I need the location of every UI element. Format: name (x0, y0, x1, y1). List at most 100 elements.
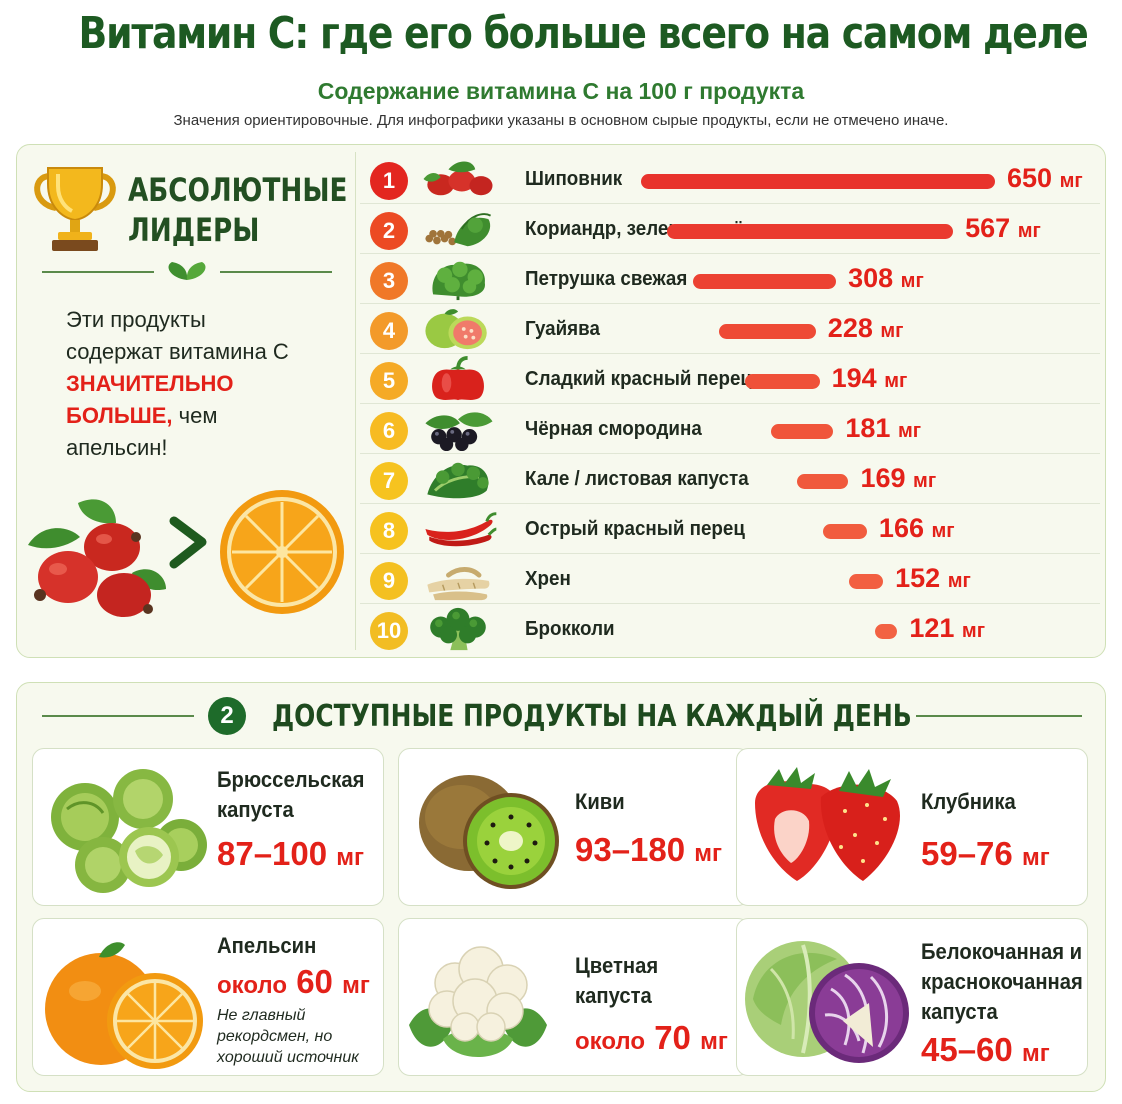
chili-icon (425, 512, 497, 547)
card-name-line3: капуста (921, 999, 998, 1024)
rank-number: 7 (370, 462, 408, 500)
rank-name: Шиповник (525, 168, 623, 190)
red-pepper-icon (432, 356, 484, 401)
rank-row: 7 Кале / листовая капуста 169 мг (360, 454, 1100, 504)
rank-value-number: 567 (965, 213, 1011, 243)
horseradish-icon (427, 567, 490, 601)
card-kiwi: Киви 93–180 мг (398, 748, 750, 906)
kale-icon (427, 462, 489, 499)
rank-value: 121 мг (909, 613, 985, 644)
rank-row: 10 Брокколи 121 мг (360, 604, 1100, 654)
rank-value-unit: мг (900, 270, 924, 292)
card-value-unit: мг (1021, 844, 1050, 871)
card-cauliflower: Цветная капуста около 70 мг (398, 918, 750, 1076)
card-note-line1: Не главный (217, 1007, 306, 1024)
card-value: около 70 мг (575, 1019, 728, 1057)
rank-row: 5 Сладкий красный перец 194 мг (360, 354, 1100, 404)
leaders-title-line1: АБСОЛЮТНЫЕ (128, 171, 348, 209)
rank-number: 10 (370, 612, 408, 650)
card-name-line2: капуста (217, 797, 294, 822)
card-value-number: 60 (296, 963, 333, 1000)
rank-name: Острый красный перец (525, 518, 745, 540)
trophy-icon (34, 167, 116, 251)
card-name: Апельсин (217, 933, 317, 958)
rosehip-icon (28, 499, 166, 617)
rank-value-unit: мг (884, 370, 908, 392)
card-value-number: 70 (654, 1019, 691, 1056)
rank-value: 650 мг (1007, 163, 1083, 194)
rank-value-number: 194 (831, 363, 877, 393)
card-value-prefix: около (217, 972, 288, 999)
rank-value: 567 мг (965, 213, 1041, 244)
rank-name: Чёрная смородина (525, 418, 702, 440)
card-name-line1: Брюссельская (217, 767, 365, 792)
rank-value-number: 181 (845, 413, 891, 443)
card-cabbage: Белокочанная и краснокочанная капуста 45… (736, 918, 1088, 1076)
rank-row: 4 Гуайява 228 мг (360, 304, 1100, 354)
rank-number: 6 (370, 412, 408, 450)
page-note: Значения ориентировочные. Для инфографик… (173, 112, 949, 129)
rank-name: Гуайява (525, 318, 600, 340)
card-orange: Апельсин около 60 мг Не главный рекордсм… (32, 918, 384, 1076)
rank-row: 8 Острый красный перец 166 мг (360, 504, 1100, 554)
leaders-text-line4: апельсин! (66, 435, 168, 460)
card-value: 93–180 мг (575, 831, 722, 869)
card-brussels-sprouts: Брюссельская капуста 87–100 мг (32, 748, 384, 906)
rank-bar (745, 374, 820, 389)
rank-value: 181 мг (845, 413, 921, 444)
leaders-text-strong2: БОЛЬШЕ, (66, 403, 173, 428)
parsley-icon (432, 261, 485, 301)
card-strawberry: Клубника 59–76 мг (736, 748, 1088, 906)
rank-name: Петрушка свежая (525, 268, 688, 290)
page-title: Витамин С: где его больше всего на самом… (78, 8, 1089, 59)
rank-value: 194 мг (832, 363, 908, 394)
card-value-unit: мг (342, 972, 370, 999)
greater-than-icon (169, 516, 207, 569)
orange-half-icon (220, 490, 344, 614)
rank-number: 1 (370, 162, 408, 200)
card-value-unit: мг (700, 1028, 728, 1055)
card-name: Брюссельская капуста (217, 765, 364, 825)
section-line-right (916, 715, 1082, 717)
rank-value-unit: мг (897, 420, 922, 442)
card-note-line3: хороший источник (217, 1049, 359, 1066)
rank-number: 9 (370, 562, 408, 600)
cauliflower-icon (409, 946, 547, 1057)
rank-value: 228 мг (828, 313, 904, 344)
card-value-unit: мг (336, 844, 365, 871)
rank-value-number: 228 (827, 313, 873, 343)
card-name-line1: Цветная (575, 953, 659, 978)
card-value: 87–100 мг (217, 835, 364, 873)
card-name: Белокочанная и краснокочанная капуста (921, 937, 1083, 1027)
coriander-icon (425, 213, 492, 247)
rank-value: 308 мг (848, 263, 924, 294)
rank-number: 3 (370, 262, 408, 300)
card-value: около 60 мг (217, 963, 370, 1001)
rank-row: 2 Кориандр, зелень сушёная 567 мг (360, 204, 1100, 254)
rank-value-unit: мг (1059, 170, 1083, 192)
leaders-title: АБСОЛЮТНЫЕ ЛИДЕРЫ (128, 170, 347, 250)
rank-value-number: 152 (895, 563, 941, 593)
rank-value-unit: мг (1017, 220, 1041, 242)
rank-value-number: 166 (878, 513, 924, 543)
leaders-text-line1: Эти продукты (66, 307, 206, 332)
rank-value-unit: мг (880, 320, 904, 342)
guava-icon (425, 309, 487, 350)
rank-row: 1 Шиповник 650 мг (360, 154, 1100, 204)
brussels-sprouts-icon (51, 769, 207, 893)
leaders-text-strong1: ЗНАЧИТЕЛЬНО (66, 371, 234, 396)
rank-row: 6 Чёрная смородина 181 мг (360, 404, 1100, 454)
broccoli-icon (430, 607, 486, 651)
card-value-unit: мг (694, 840, 723, 867)
card-note-line2: рекордсмен, но (217, 1028, 333, 1045)
page-subtitle: Содержание витамина С на 100 г продукта (317, 78, 805, 104)
leaders-title-line2: ЛИДЕРЫ (128, 211, 260, 249)
rank-number: 2 (370, 212, 408, 250)
rank-value-unit: мг (931, 520, 955, 542)
rank-bar (719, 324, 816, 339)
panel-divider (355, 152, 356, 650)
card-value-number: 45–60 (921, 1031, 1013, 1068)
rank-bar (797, 474, 849, 489)
rank-bar (849, 574, 884, 589)
card-name: Клубника (921, 789, 1016, 814)
